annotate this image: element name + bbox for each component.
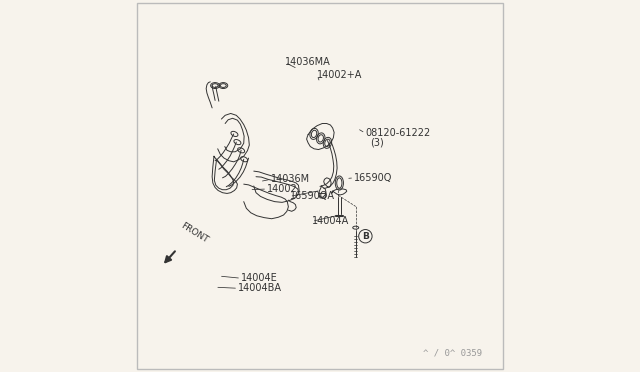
Text: FRONT: FRONT (179, 221, 210, 245)
Text: 16590QA: 16590QA (289, 192, 335, 201)
Text: 16590Q: 16590Q (354, 173, 392, 183)
Text: 14002: 14002 (267, 184, 298, 194)
Text: 14002+A: 14002+A (317, 70, 362, 80)
Text: (3): (3) (370, 137, 383, 147)
Text: B: B (362, 232, 369, 241)
Text: ^ / 0^ 0359: ^ / 0^ 0359 (422, 349, 482, 358)
Text: 14036M: 14036M (271, 174, 310, 184)
Text: 08120-61222: 08120-61222 (365, 128, 431, 138)
Text: 14004BA: 14004BA (238, 283, 282, 293)
Text: 14036MA: 14036MA (285, 58, 331, 67)
Text: 14004E: 14004E (241, 273, 278, 283)
Text: 14004A: 14004A (312, 217, 349, 226)
